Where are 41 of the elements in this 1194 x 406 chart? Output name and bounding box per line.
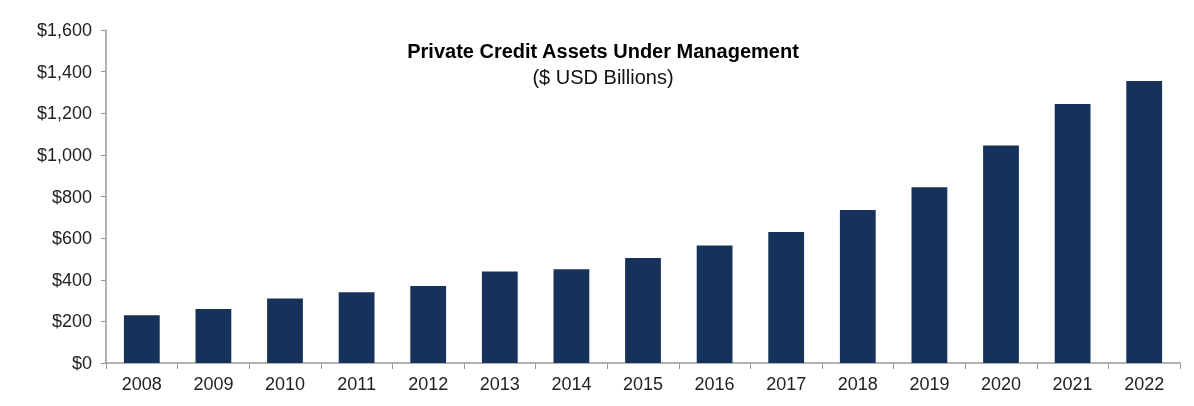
y-tick-label: $600 — [51, 228, 92, 249]
bar — [410, 285, 447, 363]
bar — [553, 269, 590, 363]
y-tick-label: $400 — [51, 269, 92, 290]
x-tick-label: 2009 — [193, 374, 234, 394]
x-tick-label: 2016 — [694, 374, 735, 394]
y-tick-label: $1,600 — [36, 20, 92, 40]
x-tick-label: 2014 — [551, 374, 592, 394]
x-tick-label: 2008 — [121, 374, 162, 394]
y-tick-label: $200 — [51, 311, 92, 332]
y-tick-label: $1,000 — [36, 144, 92, 165]
x-tick-label: 2021 — [1052, 374, 1093, 394]
x-tick-label: 2018 — [837, 374, 878, 394]
bar — [768, 231, 805, 363]
y-tick-label: $800 — [51, 186, 92, 207]
bar — [911, 187, 948, 363]
x-tick-label: 2012 — [408, 374, 449, 394]
y-tick-label: $1,400 — [36, 61, 92, 82]
bar — [839, 210, 876, 363]
x-tick-label: 2019 — [909, 374, 950, 394]
bar — [983, 145, 1019, 363]
x-tick-label: 2015 — [622, 374, 664, 394]
bar — [1126, 80, 1163, 363]
y-tick-label: $1,200 — [36, 103, 92, 124]
bar — [481, 271, 518, 363]
bar — [625, 257, 661, 363]
x-tick-label: 2011 — [337, 374, 376, 394]
text: Private Credit Assets Under Management — [407, 40, 800, 62]
bar — [195, 308, 232, 363]
x-tick-label: 2020 — [980, 374, 1022, 394]
text: ($ USD Billions) — [532, 66, 674, 88]
bar — [123, 315, 160, 363]
y-tick-label: $0 — [71, 353, 92, 373]
bar — [338, 292, 375, 363]
x-tick-label: 2022 — [1124, 374, 1165, 394]
bar — [696, 245, 733, 363]
x-tick-label: 2010 — [264, 374, 306, 394]
bar — [267, 298, 303, 363]
bar — [1054, 103, 1091, 363]
x-tick-label: 2013 — [479, 374, 520, 394]
x-tick-label: 2017 — [766, 374, 807, 394]
